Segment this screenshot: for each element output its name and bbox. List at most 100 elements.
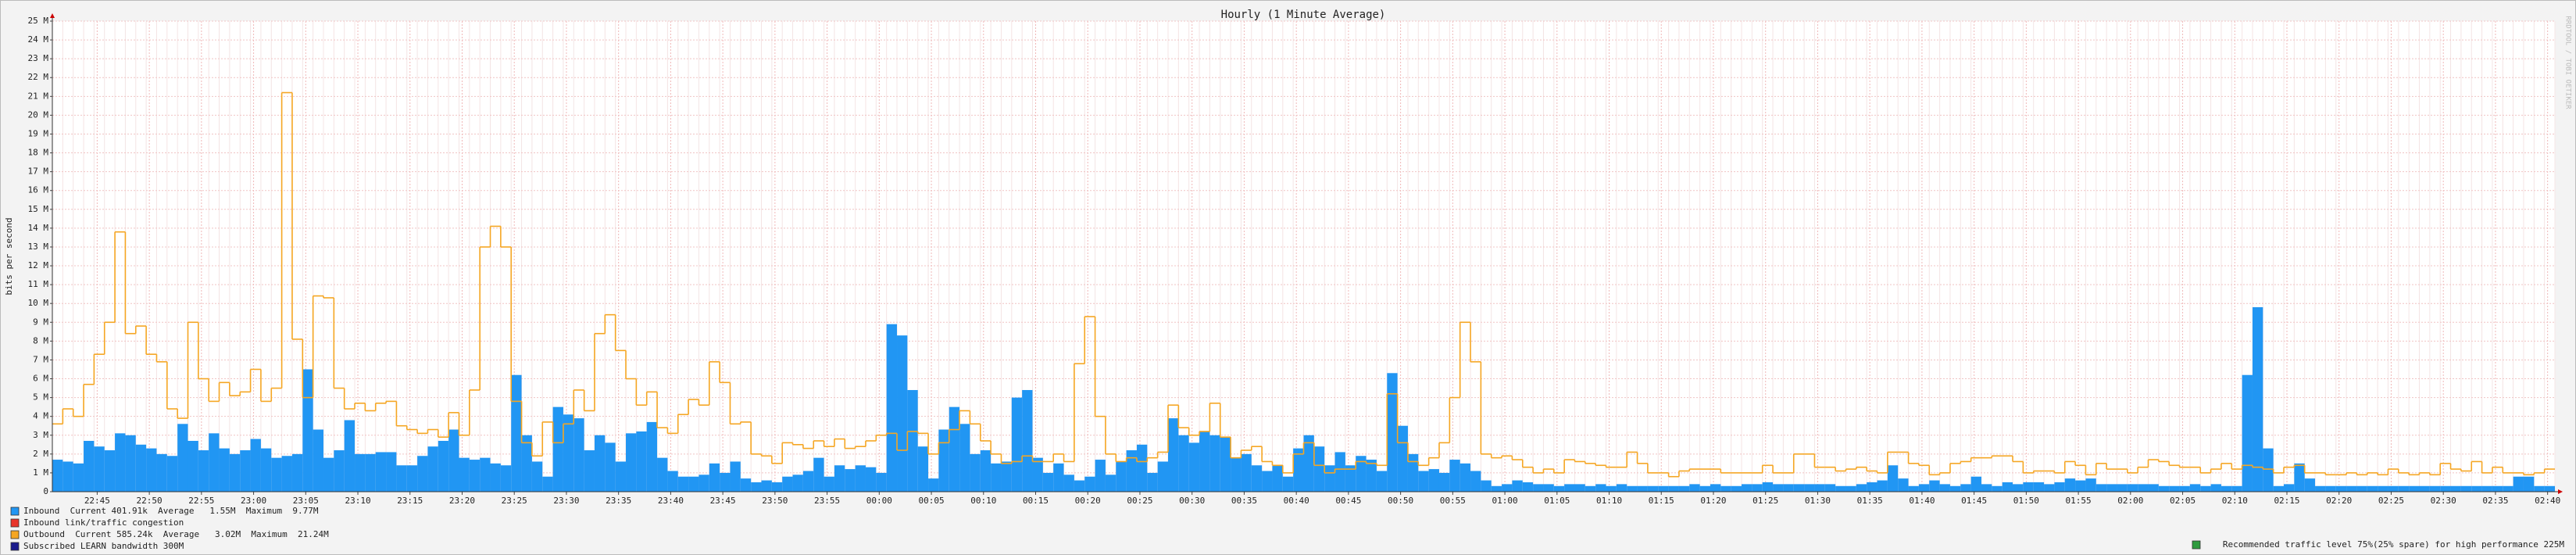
bar	[480, 457, 491, 492]
y-axis-label: bits per second	[4, 217, 14, 295]
bar	[2378, 485, 2388, 492]
bar	[1585, 485, 1596, 492]
x-tick-label: 22:45	[84, 496, 110, 506]
bar	[1627, 485, 1638, 492]
bar	[1992, 485, 2003, 492]
bar	[1949, 485, 1961, 492]
bar	[2409, 485, 2420, 492]
bar	[677, 476, 689, 492]
bar	[166, 456, 178, 492]
bar	[291, 453, 303, 492]
y-tick-label: 21 M	[28, 91, 49, 101]
bar	[396, 465, 407, 492]
bar	[802, 471, 814, 492]
bar	[1887, 465, 1899, 492]
bar	[1272, 465, 1283, 492]
bar	[521, 435, 532, 492]
bar	[1689, 484, 1700, 492]
bar	[1011, 397, 1023, 492]
x-tick-label: 23:00	[241, 496, 266, 506]
bar	[2221, 485, 2232, 492]
y-tick-label: 24 M	[28, 34, 49, 45]
bar	[751, 482, 762, 492]
x-tick-label: 02:40	[2535, 496, 2560, 506]
bar	[2210, 484, 2221, 492]
bar	[2460, 485, 2472, 492]
bar	[2398, 485, 2410, 492]
bar	[2013, 484, 2024, 492]
x-tick-label: 00:30	[1179, 496, 1205, 506]
x-tick-label: 02:00	[2117, 496, 2143, 506]
bar	[375, 452, 387, 492]
bar	[1345, 465, 1356, 492]
bar	[584, 450, 595, 492]
legend-label: Outbound	[23, 529, 65, 539]
bar	[1084, 476, 1095, 492]
bar	[198, 450, 209, 492]
x-tick-label: 00:00	[866, 496, 892, 506]
bar	[2095, 484, 2107, 492]
bar	[2002, 482, 2013, 492]
bar	[302, 369, 313, 492]
bar	[980, 450, 991, 492]
bar	[1574, 484, 1585, 492]
bar	[355, 453, 366, 492]
bar	[2335, 485, 2347, 492]
bar	[1209, 435, 1220, 492]
bar	[1147, 472, 1158, 492]
chart-title: Hourly (1 Minute Average)	[1221, 9, 1386, 21]
bar	[834, 465, 845, 492]
bar	[2492, 485, 2503, 492]
bar	[1231, 457, 1242, 492]
bar	[1116, 461, 1127, 492]
legend-stats: Current 585.24k Average 3.02M Maximum 21…	[75, 529, 329, 539]
bar	[813, 457, 824, 492]
bar	[2242, 374, 2253, 492]
y-tick-label: 0	[43, 486, 48, 496]
bar	[2419, 485, 2430, 492]
x-tick-label: 02:30	[2431, 496, 2456, 506]
bar	[2252, 307, 2263, 492]
bar	[2523, 476, 2535, 492]
y-tick-label: 25 M	[28, 16, 49, 26]
bar	[2231, 485, 2242, 492]
bar	[2158, 485, 2170, 492]
side-text: RRDTOOL / TOBI OETIKER	[2564, 16, 2572, 109]
x-tick-label: 23:10	[345, 496, 370, 506]
bar	[928, 478, 939, 492]
bar	[1324, 465, 1335, 492]
x-tick-label: 23:50	[762, 496, 788, 506]
bar	[959, 424, 970, 492]
bar	[2273, 485, 2285, 492]
x-tick-label: 23:35	[606, 496, 631, 506]
bar	[720, 472, 731, 492]
bar	[344, 420, 355, 492]
bar	[917, 446, 929, 492]
bar	[2054, 482, 2065, 492]
bar	[1282, 476, 1294, 492]
bar	[229, 453, 241, 492]
legend-swatch	[10, 542, 20, 551]
bar	[104, 450, 116, 492]
y-tick-label: 14 M	[28, 223, 49, 233]
y-tick-label: 12 M	[28, 260, 49, 270]
bar	[2429, 485, 2441, 492]
legend-stats: Current 401.91k Average 1.55M Maximum 9.…	[70, 506, 319, 516]
bar	[907, 389, 918, 492]
bar	[1105, 474, 1117, 492]
x-tick-label: 01:40	[1909, 496, 1935, 506]
bar	[2106, 484, 2117, 492]
x-tick-label: 00:35	[1231, 496, 1257, 506]
bar	[1804, 484, 1815, 492]
x-tick-label: 02:25	[2378, 496, 2404, 506]
bar	[531, 461, 543, 492]
x-tick-label: 23:20	[449, 496, 475, 506]
bar	[646, 421, 658, 492]
bar	[1658, 485, 1669, 492]
bar	[1251, 465, 1263, 492]
bar	[427, 446, 438, 492]
bar	[2200, 485, 2211, 492]
y-tick-label: 16 M	[28, 185, 49, 195]
bar	[2085, 478, 2096, 492]
